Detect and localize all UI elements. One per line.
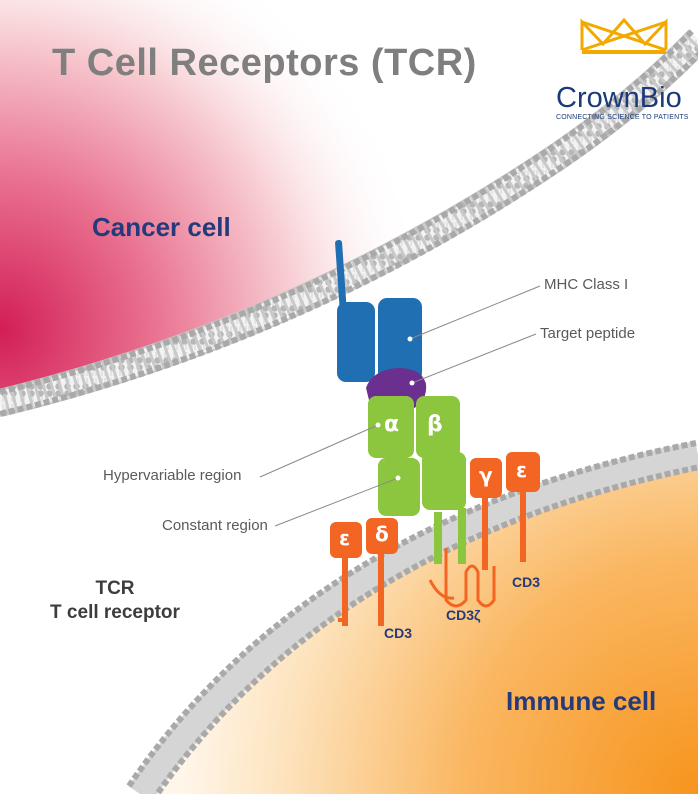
leader-lines [259, 285, 541, 527]
beta-chain-label: β [427, 412, 443, 437]
delta-label: δ [375, 522, 389, 546]
immune-cell-body [150, 465, 698, 794]
epsilon-right-label: ε [516, 458, 528, 482]
cancer-cell-membrane [0, 30, 698, 417]
tcr-label-line1: TCR [95, 578, 135, 599]
cd3-zeta [428, 548, 496, 608]
cancer-cell-label: Cancer cell [92, 212, 231, 242]
cancer-cell-body [0, 0, 698, 395]
alpha-chain-label: α [384, 412, 400, 437]
constant-label: Constant region [162, 517, 268, 534]
cd3-zeta-label: CD3ζ [446, 607, 481, 623]
crownbio-tagline: CONNECTING SCIENCE TO PATIENTS [556, 114, 689, 121]
page-title: T Cell Receptors (TCR) [52, 42, 477, 84]
tcr-label: TCR T cell receptor [40, 577, 190, 625]
target-peptide-label: Target peptide [540, 325, 636, 342]
immune-cell-label: Immune cell [506, 686, 657, 716]
mhc-class-i [335, 240, 422, 382]
tcr-label-line2: T cell receptor [50, 602, 180, 623]
crownbio-crown-icon [580, 17, 668, 54]
immune-cell-membrane [128, 441, 698, 794]
tcr-alpha-beta [368, 396, 466, 564]
epsilon-left-label: ε [339, 526, 351, 550]
crownbio-logo-text: CrownBio [556, 82, 682, 114]
cd3-right-label: CD3 [512, 574, 541, 590]
cd3-left-complex [330, 518, 398, 626]
gamma-label: γ [479, 463, 493, 487]
mhc-label: MHC Class I [544, 276, 629, 293]
cd3-right-complex [470, 452, 540, 570]
cd3-left-label: CD3 [384, 625, 413, 641]
hypervariable-label: Hypervariable region [103, 467, 242, 484]
